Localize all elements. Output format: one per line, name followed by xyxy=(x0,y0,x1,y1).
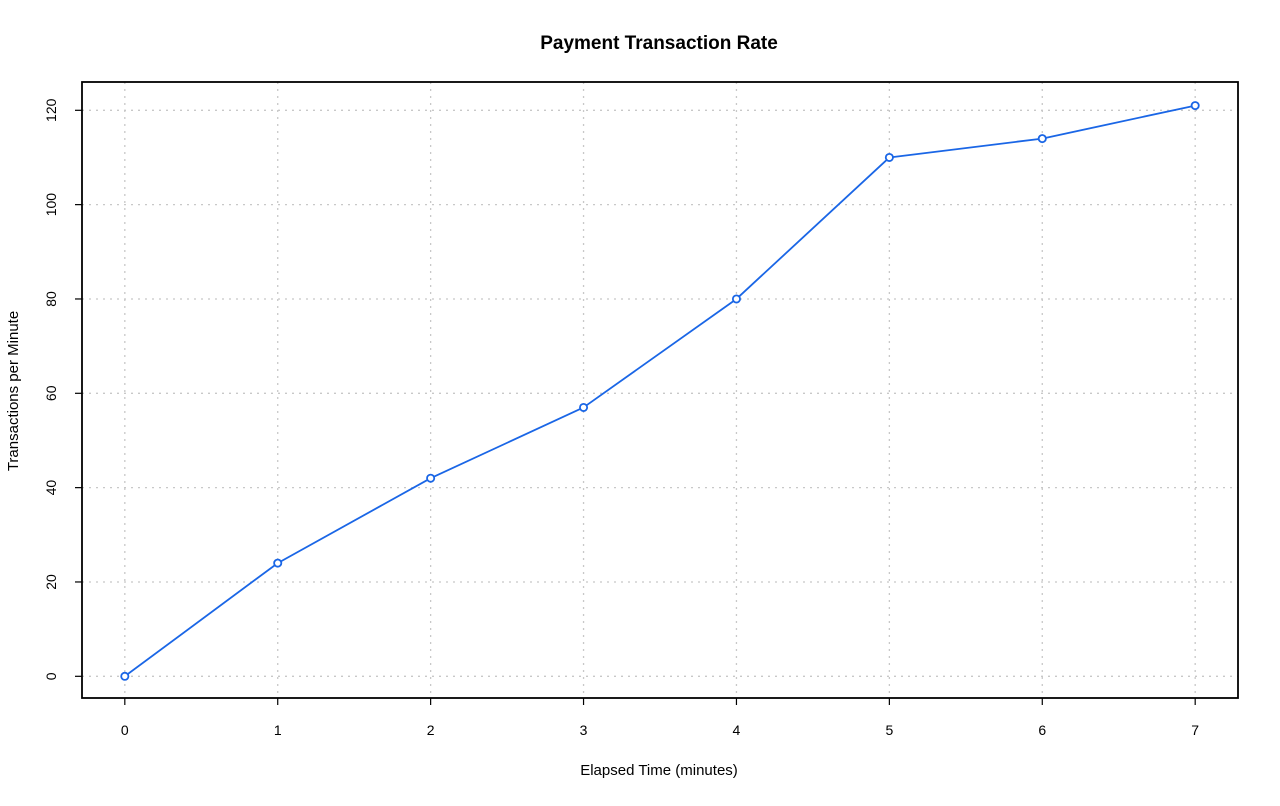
x-tick-label: 3 xyxy=(580,722,588,738)
x-axis-label: Elapsed Time (minutes) xyxy=(580,762,738,779)
data-point xyxy=(731,294,741,304)
y-tick-label: 20 xyxy=(43,574,59,590)
y-tick-label: 60 xyxy=(43,385,59,401)
tick-layer: 0 1 2 3 4 5 6 7 0 20 40 60 80 100 120 xyxy=(43,98,1199,738)
x-tick-label: 0 xyxy=(121,722,129,738)
x-tick-label: 7 xyxy=(1191,722,1199,738)
x-tick-label: 1 xyxy=(274,722,282,738)
plot-frame xyxy=(81,81,1239,699)
data-point xyxy=(1037,134,1047,144)
y-tick-label: 40 xyxy=(43,480,59,496)
x-tick-label: 2 xyxy=(427,722,435,738)
series-layer xyxy=(120,101,1200,681)
y-tick-label: 100 xyxy=(43,193,59,217)
data-point xyxy=(884,152,894,162)
x-tick-label: 5 xyxy=(885,722,893,738)
data-point xyxy=(579,402,589,412)
data-point xyxy=(273,558,283,568)
data-point xyxy=(120,671,130,681)
y-tick-label: 120 xyxy=(43,98,59,122)
y-tick-label: 80 xyxy=(43,291,59,307)
x-tick-label: 6 xyxy=(1038,722,1046,738)
grid-layer xyxy=(82,82,1238,698)
data-point xyxy=(1190,101,1200,111)
series-line xyxy=(124,104,1196,678)
y-tick-label: 0 xyxy=(43,672,59,680)
x-tick-label: 4 xyxy=(733,722,741,738)
y-axis-label: Transactions per Minute xyxy=(5,311,22,471)
chart-title: Payment Transaction Rate xyxy=(540,33,778,54)
data-point xyxy=(426,473,436,483)
